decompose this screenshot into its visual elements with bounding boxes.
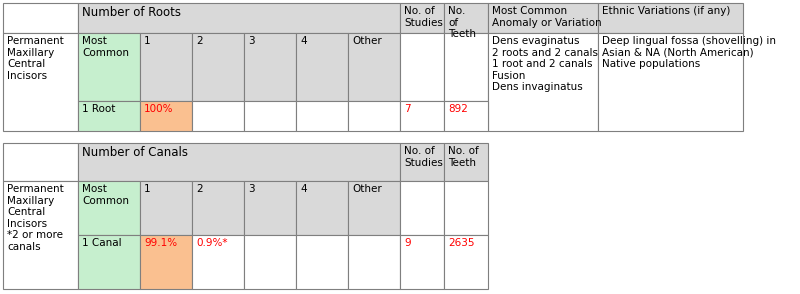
Bar: [192, 101, 244, 131]
Bar: [140, 33, 192, 101]
Bar: [400, 101, 444, 131]
Text: 0.9%*: 0.9%*: [196, 238, 227, 248]
Text: 7: 7: [404, 104, 410, 114]
Bar: [78, 3, 400, 33]
Bar: [296, 235, 348, 289]
Bar: [296, 33, 348, 101]
Text: 1: 1: [144, 36, 150, 46]
Text: Number of Canals: Number of Canals: [82, 146, 188, 159]
Text: 9: 9: [404, 238, 410, 248]
Bar: [444, 181, 488, 235]
Bar: [140, 101, 192, 131]
Bar: [444, 3, 488, 33]
Bar: [400, 181, 444, 235]
Text: 1 Root: 1 Root: [82, 104, 115, 114]
Text: Most
Common: Most Common: [82, 184, 129, 206]
Bar: [244, 181, 296, 235]
Bar: [244, 235, 296, 289]
Text: 1: 1: [144, 184, 150, 194]
Bar: [3, 143, 78, 181]
Text: 892: 892: [448, 104, 468, 114]
Text: Other: Other: [352, 36, 382, 46]
Bar: [78, 235, 140, 289]
Bar: [244, 101, 296, 131]
Text: 3: 3: [248, 36, 254, 46]
Bar: [400, 235, 444, 289]
Text: Permanent
Maxillary
Central
Incisors: Permanent Maxillary Central Incisors: [7, 36, 64, 81]
Text: Other: Other: [352, 184, 382, 194]
Bar: [598, 33, 743, 131]
Text: 100%: 100%: [144, 104, 174, 114]
Bar: [444, 101, 488, 131]
Text: No. of
Teeth: No. of Teeth: [448, 146, 478, 168]
Text: 3: 3: [248, 184, 254, 194]
Text: Most Common
Anomaly or Variation: Most Common Anomaly or Variation: [492, 6, 602, 28]
Text: No.
of
Teeth: No. of Teeth: [448, 6, 476, 39]
Bar: [3, 3, 78, 33]
Bar: [348, 33, 400, 101]
Text: No. of
Studies: No. of Studies: [404, 6, 443, 28]
Bar: [78, 33, 140, 101]
Bar: [348, 181, 400, 235]
Bar: [3, 33, 78, 131]
Bar: [192, 181, 244, 235]
Text: Dens evaginatus
2 roots and 2 canals
1 root and 2 canals
Fusion
Dens invaginatus: Dens evaginatus 2 roots and 2 canals 1 r…: [492, 36, 598, 92]
Bar: [400, 3, 444, 33]
Bar: [348, 235, 400, 289]
Bar: [78, 101, 140, 131]
Bar: [192, 235, 244, 289]
Bar: [3, 181, 78, 289]
Bar: [140, 235, 192, 289]
Text: 4: 4: [300, 36, 306, 46]
Bar: [348, 101, 400, 131]
Text: 2635: 2635: [448, 238, 474, 248]
Bar: [140, 181, 192, 235]
Bar: [192, 33, 244, 101]
Bar: [78, 181, 140, 235]
Text: 4: 4: [300, 184, 306, 194]
Bar: [444, 33, 488, 101]
Text: Most
Common: Most Common: [82, 36, 129, 58]
Bar: [78, 143, 400, 181]
Bar: [244, 33, 296, 101]
Text: Permanent
Maxillary
Central
Incisors
*2 or more
canals: Permanent Maxillary Central Incisors *2 …: [7, 184, 64, 252]
Text: 2: 2: [196, 184, 202, 194]
Bar: [488, 3, 598, 33]
Bar: [400, 143, 444, 181]
Bar: [296, 101, 348, 131]
Text: 2: 2: [196, 36, 202, 46]
Text: 1 Canal: 1 Canal: [82, 238, 122, 248]
Bar: [444, 143, 488, 181]
Bar: [444, 235, 488, 289]
Bar: [488, 33, 598, 131]
Bar: [400, 33, 444, 101]
Text: Deep lingual fossa (shovelling) in
Asian & NA (North American)
Native population: Deep lingual fossa (shovelling) in Asian…: [602, 36, 776, 69]
Text: Ethnic Variations (if any): Ethnic Variations (if any): [602, 6, 730, 16]
Bar: [296, 181, 348, 235]
Text: No. of
Studies: No. of Studies: [404, 146, 443, 168]
Bar: [598, 3, 743, 33]
Text: Number of Roots: Number of Roots: [82, 6, 181, 19]
Text: 99.1%: 99.1%: [144, 238, 177, 248]
